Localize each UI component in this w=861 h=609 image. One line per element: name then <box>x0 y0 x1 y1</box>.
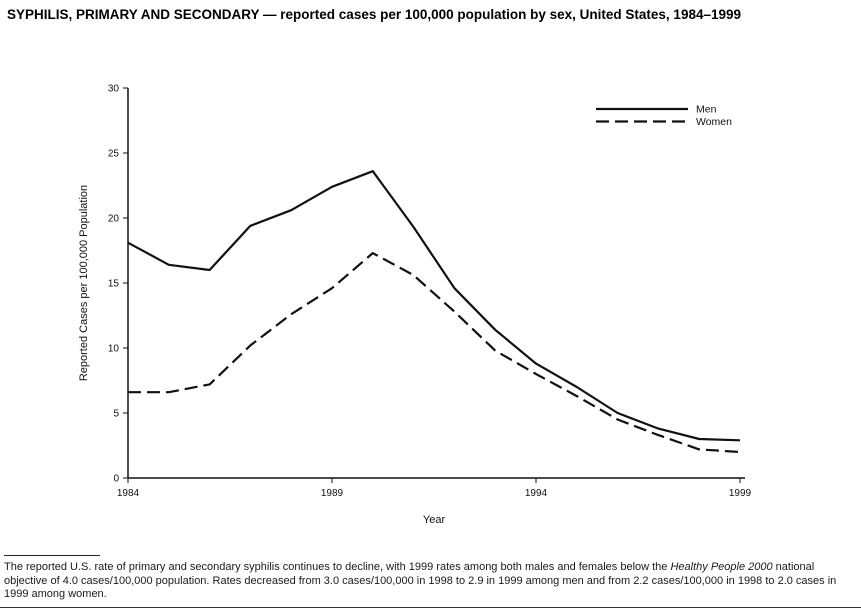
legend-label-men: Men <box>696 104 717 116</box>
caption-part-1: The reported U.S. rate of primary and se… <box>4 561 671 573</box>
x-tick-label: 1994 <box>525 488 548 499</box>
caption-part-2: national objective of 4.0 cases/100,000 … <box>4 561 837 600</box>
x-axis-label: Year <box>423 514 446 526</box>
y-axis-label: Reported Cases per 100,000 Population <box>78 185 90 381</box>
caption-italic-healthy-people-2000: Healthy People 2000 <box>670 561 773 573</box>
y-tick-label: 15 <box>108 279 120 290</box>
bottom-rule <box>0 607 861 608</box>
y-tick-label: 20 <box>108 214 120 225</box>
x-tick-label: 1999 <box>729 488 752 499</box>
y-tick-label: 0 <box>113 474 119 485</box>
y-tick-label: 5 <box>113 409 119 420</box>
figure-caption: The reported U.S. rate of primary and se… <box>4 555 855 602</box>
series-line-men <box>127 170 741 442</box>
series-line-women <box>128 252 741 454</box>
caption-text: The reported U.S. rate of primary and se… <box>4 561 855 602</box>
y-tick-label: 30 <box>108 84 120 95</box>
y-tick-label: 10 <box>108 344 120 355</box>
figure-title: SYPHILIS, PRIMARY AND SECONDARY — report… <box>7 7 742 22</box>
footnote-rule <box>4 555 100 556</box>
x-tick-label: 1989 <box>321 488 344 499</box>
legend-label-women: Women <box>696 116 732 128</box>
y-tick-label: 25 <box>108 149 120 160</box>
x-tick-label: 1984 <box>117 488 140 499</box>
